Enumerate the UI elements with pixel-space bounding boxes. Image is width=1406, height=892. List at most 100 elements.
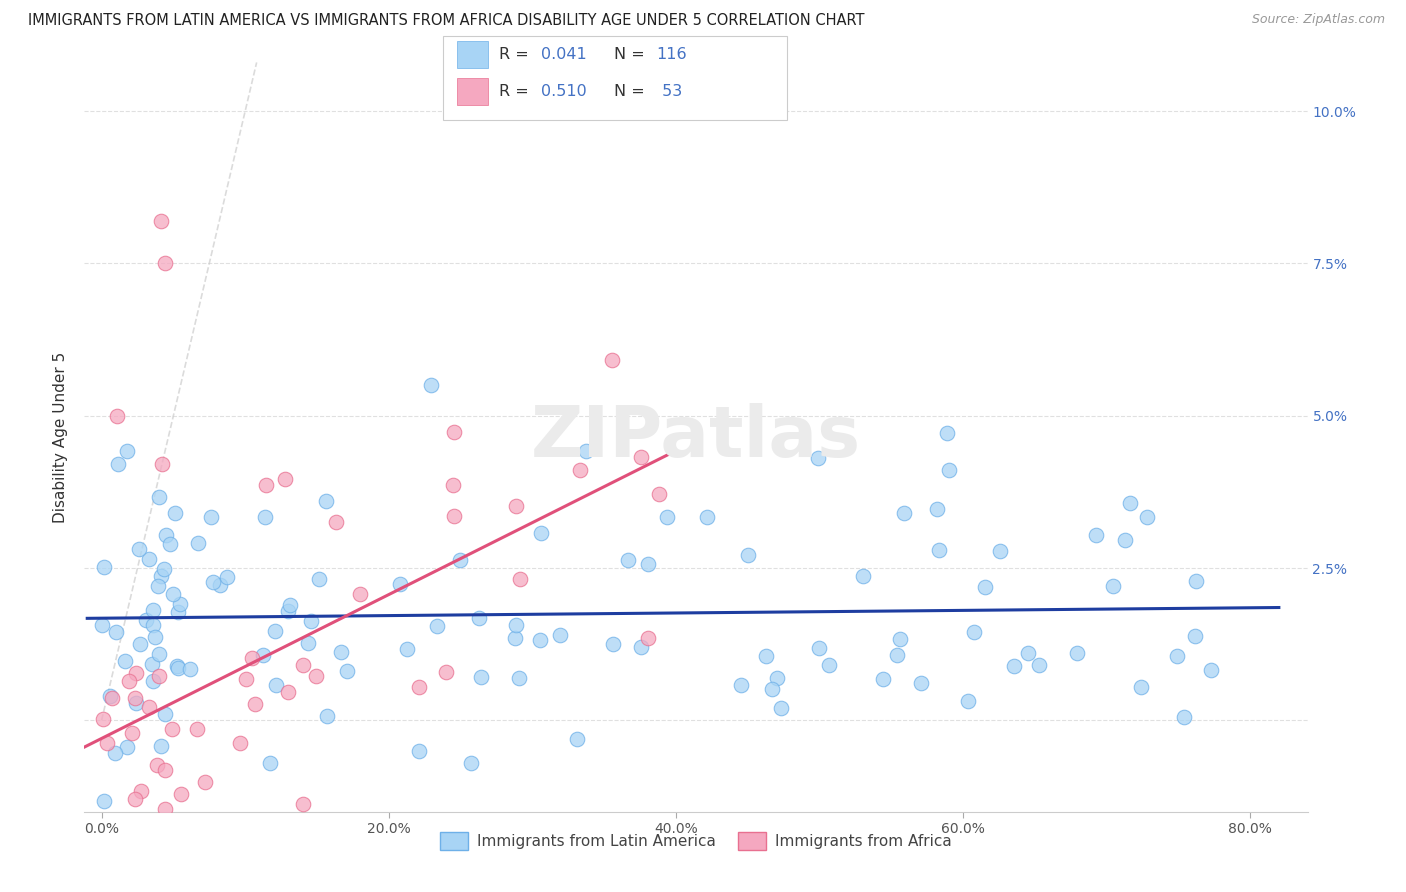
Point	[91, 712, 114, 726]
Point	[505, 500, 527, 514]
Point	[125, 696, 148, 710]
Point	[893, 506, 915, 520]
Point	[153, 562, 176, 576]
Point	[336, 664, 359, 678]
Point	[179, 663, 201, 677]
Point	[162, 587, 184, 601]
Point	[142, 618, 165, 632]
Point	[118, 673, 141, 688]
Point	[886, 648, 908, 662]
Point	[149, 739, 172, 753]
Point	[148, 579, 170, 593]
Point	[529, 632, 551, 647]
Point	[264, 678, 287, 692]
Point	[325, 515, 347, 529]
Point	[163, 506, 186, 520]
Point	[107, 457, 129, 471]
Point	[730, 678, 752, 692]
Point	[235, 672, 257, 686]
Point	[117, 739, 139, 754]
Point	[449, 553, 471, 567]
Point	[115, 443, 138, 458]
Point	[808, 641, 831, 656]
Point	[872, 672, 894, 686]
Point	[228, 736, 250, 750]
Point	[153, 763, 176, 777]
Point	[468, 611, 491, 625]
Point	[1199, 663, 1222, 677]
Point	[818, 657, 841, 672]
Point	[617, 553, 640, 567]
Point	[509, 573, 531, 587]
Point	[166, 659, 188, 673]
Point	[974, 580, 997, 594]
Point	[138, 552, 160, 566]
Point	[153, 707, 176, 722]
Point	[910, 676, 932, 690]
Point	[305, 669, 328, 683]
Point	[938, 463, 960, 477]
Point	[460, 756, 482, 770]
Point	[1017, 646, 1039, 660]
Point	[426, 619, 449, 633]
Point	[160, 723, 183, 737]
Point	[696, 510, 718, 524]
Point	[330, 645, 353, 659]
Point	[166, 822, 188, 837]
Point	[98, 690, 121, 704]
Text: ZIPatlas: ZIPatlas	[531, 402, 860, 472]
Point	[159, 537, 181, 551]
Text: 0.041: 0.041	[541, 47, 588, 62]
Point	[575, 444, 598, 458]
Point	[957, 694, 980, 708]
Point	[657, 510, 679, 524]
Point	[600, 352, 623, 367]
Point	[308, 572, 330, 586]
Point	[316, 709, 339, 723]
Point	[170, 787, 193, 801]
Text: R =: R =	[499, 47, 534, 62]
Point	[129, 784, 152, 798]
Point	[602, 637, 624, 651]
Point	[434, 665, 457, 679]
Point	[807, 451, 830, 466]
Point	[766, 671, 789, 685]
Point	[569, 463, 592, 477]
Point	[148, 669, 170, 683]
Point	[149, 214, 172, 228]
Point	[1119, 496, 1142, 510]
Point	[291, 658, 314, 673]
Point	[936, 425, 959, 440]
Point	[408, 743, 430, 757]
Point	[166, 661, 188, 675]
Point	[441, 478, 464, 492]
Point	[1130, 680, 1153, 694]
Point	[1114, 533, 1136, 547]
Point	[101, 690, 124, 705]
Point	[755, 649, 778, 664]
Point	[505, 618, 527, 632]
Point	[252, 648, 274, 662]
Point	[91, 618, 114, 632]
Text: 0.510: 0.510	[541, 84, 588, 99]
Point	[243, 697, 266, 711]
Point	[129, 637, 152, 651]
Point	[408, 680, 430, 694]
Point	[315, 494, 337, 508]
Point	[297, 636, 319, 650]
Point	[264, 814, 287, 828]
Point	[548, 628, 571, 642]
Point	[1028, 658, 1050, 673]
Point	[963, 624, 986, 639]
Point	[1173, 710, 1195, 724]
Point	[1184, 574, 1206, 588]
Point	[194, 775, 217, 789]
Point	[1002, 659, 1025, 673]
Point	[215, 570, 238, 584]
Point	[503, 631, 526, 645]
Point	[166, 605, 188, 619]
Point	[1066, 646, 1088, 660]
Point	[142, 674, 165, 689]
Point	[264, 624, 287, 638]
Point	[349, 587, 371, 601]
